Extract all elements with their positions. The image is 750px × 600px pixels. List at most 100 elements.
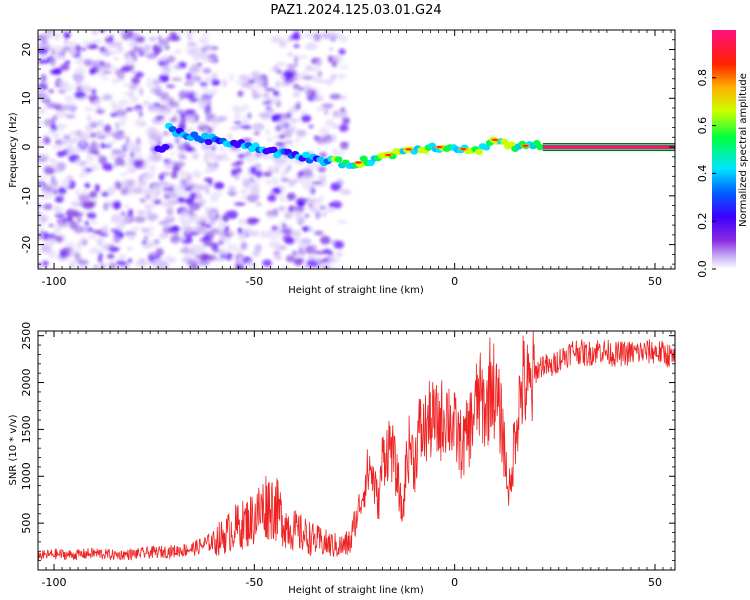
noise-blob	[115, 260, 127, 266]
noise-blob	[268, 240, 277, 249]
noise-blob	[266, 137, 273, 143]
noise-blob	[306, 259, 318, 268]
ridge-core	[522, 144, 529, 147]
noise-blob	[120, 118, 126, 127]
noise-blob	[134, 215, 146, 223]
noise-blob	[242, 181, 250, 188]
noise-blob	[54, 195, 64, 203]
spectrogram-ytick-label: -20	[20, 236, 33, 254]
noise-blob	[201, 31, 210, 35]
noise-blob	[199, 96, 209, 102]
noise-blob	[115, 121, 120, 131]
noise-blob	[249, 186, 261, 194]
noise-blob	[233, 112, 242, 120]
noise-blob	[113, 49, 124, 54]
snr-ytick-label: 500	[20, 513, 33, 534]
spectral-noise-blobs	[38, 30, 352, 269]
noise-blob	[73, 225, 85, 234]
noise-blob	[146, 209, 151, 214]
noise-blob	[101, 70, 112, 74]
noise-blob	[95, 120, 102, 127]
noise-blob	[103, 144, 113, 148]
noise-blob	[64, 95, 74, 103]
noise-blob	[102, 66, 110, 71]
noise-blob	[187, 213, 199, 221]
noise-blob	[134, 260, 147, 267]
noise-blob	[166, 107, 173, 113]
noise-blob	[86, 157, 97, 162]
noise-blob	[38, 181, 47, 186]
colorbar-label: Normalized spectral amplitude	[738, 73, 749, 227]
noise-blob	[148, 232, 155, 237]
noise-blob	[239, 74, 251, 82]
noise-blob	[255, 163, 261, 168]
snr-ytick-label: 2500	[20, 322, 33, 350]
noise-blob	[147, 153, 153, 163]
noise-blob	[145, 54, 156, 58]
noise-blob	[231, 247, 244, 253]
noise-blob	[68, 130, 77, 136]
noise-blob	[76, 265, 89, 269]
noise-blob	[314, 230, 324, 236]
noise-blob	[118, 266, 131, 269]
noise-blob	[180, 179, 188, 184]
noise-blob	[164, 161, 172, 170]
noise-blob	[84, 168, 93, 172]
noise-blob	[74, 91, 87, 99]
noise-blob	[297, 201, 305, 208]
noise-blob	[170, 171, 178, 179]
noise-blob	[120, 211, 125, 217]
noise-blob	[129, 49, 136, 58]
noise-blob	[262, 171, 273, 177]
noise-blob	[71, 212, 84, 217]
noise-blob	[272, 208, 278, 215]
noise-blob	[227, 243, 234, 252]
noise-blob	[339, 142, 349, 150]
noise-blob	[88, 234, 98, 240]
ridge-blob	[500, 138, 509, 145]
noise-blob	[88, 212, 97, 220]
noise-blob	[302, 168, 313, 178]
noise-blob	[143, 171, 155, 180]
noise-blob	[123, 91, 133, 96]
noise-blob	[198, 198, 206, 206]
noise-blob	[287, 107, 298, 115]
noise-blob	[322, 249, 331, 255]
ridge-blob	[302, 151, 311, 159]
noise-blob	[264, 87, 276, 92]
noise-blob	[84, 106, 95, 112]
noise-blob	[305, 88, 314, 98]
noise-blob	[80, 236, 86, 243]
noise-blob	[125, 107, 134, 112]
noise-blob	[97, 256, 103, 263]
noise-blob	[203, 153, 209, 163]
noise-blob	[190, 141, 201, 145]
noise-blob	[92, 30, 98, 35]
noise-blob	[304, 42, 315, 50]
noise-blob	[330, 73, 337, 81]
snr-axes: -100 -50 0 50 500 1000 1500 2000 2500	[20, 322, 675, 589]
noise-blob	[337, 111, 348, 119]
noise-blob	[113, 57, 119, 61]
noise-blob	[313, 95, 324, 102]
noise-blob	[115, 109, 127, 117]
noise-blob	[263, 92, 270, 98]
noise-blob	[289, 125, 297, 132]
noise-blob	[153, 199, 162, 205]
noise-blob	[301, 198, 310, 202]
noise-blob	[328, 265, 338, 269]
noise-blob	[141, 187, 152, 196]
noise-blob	[39, 248, 44, 254]
noise-blob	[162, 186, 175, 193]
spectrogram-frame	[37, 29, 676, 270]
noise-blob	[338, 48, 346, 56]
noise-blob	[46, 249, 57, 259]
noise-blob	[98, 155, 108, 165]
noise-blob	[337, 219, 348, 225]
noise-blob	[78, 260, 83, 264]
noise-blob	[265, 179, 271, 185]
noise-blob	[203, 177, 211, 182]
noise-blob	[198, 184, 210, 190]
noise-blob	[55, 110, 68, 118]
noise-blob	[63, 246, 71, 254]
